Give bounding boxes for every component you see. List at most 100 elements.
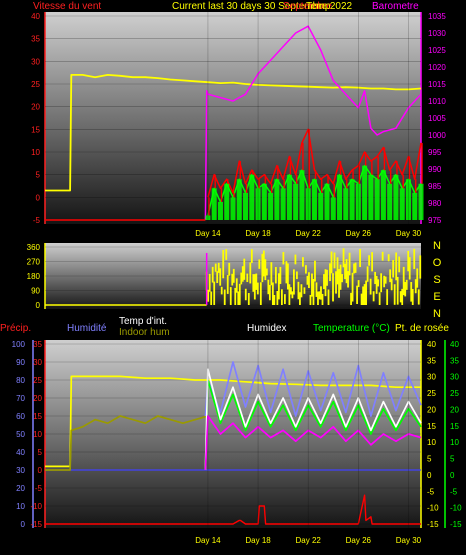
temp-a-tick-label: 5 [427, 455, 432, 464]
wind-tick-label: 40 [31, 12, 40, 21]
wind-tick-label: 35 [31, 35, 40, 44]
temp-b-tick-label: 0 [450, 471, 455, 480]
humidity-tick-label: 10 [16, 502, 25, 511]
precip-tick-label: 15 [33, 412, 42, 421]
precip-tick-label: 5 [38, 448, 43, 457]
x-tick-label: Day 30 [396, 536, 422, 545]
temp-b-tick-label: 15 [450, 422, 459, 431]
x-tick-label: Day 18 [245, 229, 271, 238]
x-tick-label: Day 22 [296, 229, 322, 238]
precip-tick-label: 35 [33, 340, 42, 349]
temp-a-tick-label: 20 [427, 405, 436, 414]
temp-b-tick-label: 20 [450, 405, 459, 414]
wind-bar [418, 183, 424, 220]
x-tick-label: Day 22 [296, 536, 322, 545]
baro-tick-label: 1015 [428, 80, 446, 89]
month-label: Septembre [283, 1, 332, 12]
humidity-tick-label: 20 [16, 484, 25, 493]
wind-bar [293, 183, 299, 220]
precip-tick-label: -5 [35, 484, 43, 493]
wind-bar [230, 197, 236, 220]
baro-tick-label: 990 [428, 165, 442, 174]
temp-a-tick-label: 30 [427, 373, 436, 382]
precip-tick-label: 25 [33, 376, 42, 385]
wind-bar [380, 170, 386, 220]
dewpoint-label: Pt. de rosée [395, 323, 449, 334]
temp-a-tick-label: 15 [427, 422, 436, 431]
humidity-tick-label: 90 [16, 358, 25, 367]
humidity-tick-label: 70 [16, 394, 25, 403]
wind-tick-label: 5 [36, 171, 41, 180]
precip-axis-ticks: 35 30 25 20 15 10 5 0 -5 -10 -15 [30, 340, 42, 529]
humidity-tick-label: 50 [16, 430, 25, 439]
humidex-label: Humidex [247, 323, 286, 334]
humidity-tick-label: 100 [12, 340, 26, 349]
wind-bar [236, 179, 242, 220]
humidity-label: Humidité [67, 323, 107, 334]
temp-b-tick-label: 5 [450, 455, 455, 464]
barometer-label: Barometre [372, 1, 419, 12]
temperature-label: Temperature (°C) [313, 323, 390, 334]
temp-a-tick-label: 10 [427, 438, 436, 447]
direction-tick-label: 0 [36, 301, 41, 310]
wind-speed-label: Vitesse du vent [33, 1, 101, 12]
baro-tick-label: 1025 [428, 46, 446, 55]
right-axis-ticks-1: 1035 1030 1025 1020 1015 1010 1005 1000 995 990 98… [428, 12, 446, 225]
wind-bar [224, 183, 230, 220]
wind-bar [412, 192, 418, 220]
temp-a-tick-label: -15 [427, 520, 439, 529]
temp-b-tick-label: 25 [450, 389, 459, 398]
precip-tick-label: 0 [38, 466, 43, 475]
wind-tick-label: 20 [31, 103, 40, 112]
wind-tick-label: 10 [31, 148, 40, 157]
series-group-2 [45, 248, 422, 306]
left-axis-ticks-1: 40 35 30 25 20 15 10 5 0 -5 [31, 12, 40, 225]
baro-tick-label: 1020 [428, 63, 446, 72]
compass-label: S [433, 274, 440, 286]
wind-bar [286, 174, 292, 220]
temp-label: Temp [306, 1, 331, 12]
wind-bar [261, 183, 267, 220]
temp-a-tick-label: -10 [427, 504, 439, 513]
temp-axis-ticks-b: 40 35 30 25 20 15 10 5 0 -5 -10 -15 [450, 340, 462, 529]
x-tick-label: Day 26 [346, 536, 372, 545]
precip-tick-label: -10 [30, 502, 42, 511]
precip-tick-label: -15 [30, 520, 42, 529]
left-axis-ticks-2: 360 270 180 90 0 [27, 243, 41, 310]
temp-a-tick-label: 25 [427, 389, 436, 398]
humidity-tick-label: 0 [21, 520, 26, 529]
x-axis-ticks-1: Day 14 Day 18 Day 22 Day 26 Day 30 [195, 12, 422, 238]
temp-a-tick-label: -5 [427, 487, 435, 496]
humidity-tick-label: 30 [16, 466, 25, 475]
temp-b-tick-label: 35 [450, 356, 459, 365]
precip-label: Précip. [0, 323, 31, 334]
temp-b-tick-label: -15 [450, 520, 462, 529]
direction-tick-label: 90 [31, 287, 40, 296]
wind-bar [362, 165, 368, 220]
x-tick-label: Day 26 [346, 229, 372, 238]
series-temperature-c [204, 379, 422, 471]
wind-tick-label: 0 [36, 193, 41, 202]
wind-bar [337, 174, 343, 220]
plot-area-3 [45, 340, 421, 528]
wind-bar [399, 188, 405, 220]
direction-tick-label: 360 [27, 243, 41, 252]
wind-tick-label: 15 [31, 125, 40, 134]
baro-tick-label: 1035 [428, 12, 446, 21]
baro-tick-label: 1010 [428, 97, 446, 106]
baro-tick-label: 975 [428, 216, 442, 225]
direction-tick-label: 180 [27, 272, 41, 281]
baro-tick-label: 985 [428, 182, 442, 191]
wind-bar [393, 174, 399, 220]
wind-bar [249, 174, 255, 220]
baro-tick-label: 1005 [428, 114, 446, 123]
humidity-tick-label: 80 [16, 376, 25, 385]
wind-tick-label: -5 [33, 216, 41, 225]
x-tick-label: Day 18 [245, 536, 271, 545]
series-temp-d-int [45, 375, 421, 468]
direction-tick-label: 270 [27, 258, 41, 267]
wind-bar [355, 183, 361, 220]
indoor-hum-label: Indoor hum [119, 327, 170, 338]
wind-bar [330, 197, 336, 220]
